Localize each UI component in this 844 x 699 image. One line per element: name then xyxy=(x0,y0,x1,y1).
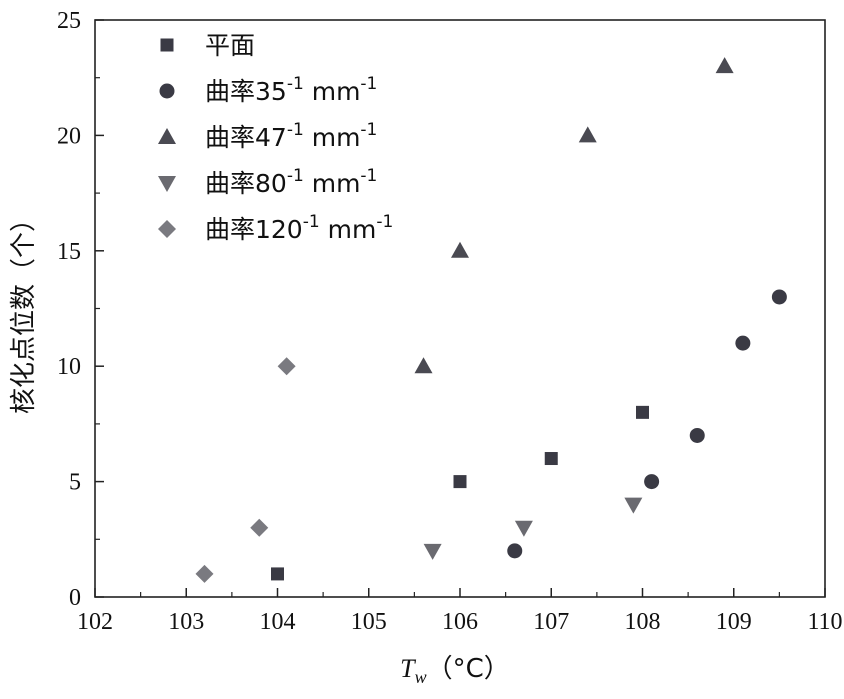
data-point xyxy=(689,427,705,443)
data-point xyxy=(423,543,442,560)
data-point xyxy=(514,520,533,537)
y-tick-label: 25 xyxy=(57,8,81,34)
data-point xyxy=(578,126,597,143)
y-axis-title: 核化点位数（个） xyxy=(9,206,39,414)
legend-marker xyxy=(158,220,176,238)
y-tick-label: 5 xyxy=(69,470,81,496)
plot-border xyxy=(94,19,826,598)
data-point xyxy=(544,452,558,466)
legend-marker xyxy=(159,83,175,99)
x-axis-title-subscript: w xyxy=(415,667,427,687)
y-tick-label: 10 xyxy=(57,354,81,380)
data-point xyxy=(453,475,467,489)
x-tick-label: 110 xyxy=(807,609,842,635)
series-3 xyxy=(423,497,643,560)
x-tick-label: 107 xyxy=(533,609,569,635)
legend-label: 曲率80-1 mm-1 xyxy=(205,166,377,198)
legend-label: 曲率35-1 mm-1 xyxy=(205,74,377,106)
legend-marker xyxy=(158,176,176,192)
data-point xyxy=(195,564,214,583)
series-2 xyxy=(414,57,734,374)
y-axis: 0 5 10 15 20 25 xyxy=(57,8,104,611)
x-axis-title-symbol: T xyxy=(400,654,416,683)
x-tick-label: 104 xyxy=(260,609,296,635)
x-tick-label: 106 xyxy=(442,609,478,635)
y-tick-label: 15 xyxy=(57,239,81,265)
x-axis: 102 103 104 105 106 107 108 109 110 xyxy=(77,588,843,635)
data-point xyxy=(636,405,649,419)
data-point xyxy=(271,567,284,581)
data-point xyxy=(451,241,469,258)
y-tick-label: 0 xyxy=(69,585,81,611)
legend-label: 曲率120-1 mm-1 xyxy=(205,212,393,244)
data-point xyxy=(771,289,787,305)
data-point xyxy=(644,474,660,490)
data-point xyxy=(277,357,296,376)
data-point xyxy=(624,497,643,514)
data-point xyxy=(250,518,269,537)
series-1 xyxy=(507,289,787,559)
x-tick-label: 102 xyxy=(77,609,113,635)
x-axis-title-unit: （°C） xyxy=(427,654,510,684)
x-tick-label: 108 xyxy=(625,609,661,635)
data-points xyxy=(195,57,787,583)
y-tick-label: 20 xyxy=(57,123,81,149)
data-point xyxy=(735,335,751,351)
x-tick-label: 103 xyxy=(168,609,204,635)
data-point xyxy=(414,357,433,374)
x-axis-title: Tw（°C） xyxy=(400,654,510,687)
data-point xyxy=(715,57,734,74)
legend-label: 平面 xyxy=(205,31,255,60)
x-tick-label: 105 xyxy=(351,609,387,635)
legend-label: 曲率47-1 mm-1 xyxy=(205,120,377,152)
legend-marker xyxy=(160,38,174,52)
plot-frame xyxy=(94,19,826,598)
series-4 xyxy=(195,357,296,583)
x-tick-label: 109 xyxy=(716,609,752,635)
legend-marker xyxy=(158,128,176,144)
data-point xyxy=(507,543,523,559)
series-0 xyxy=(271,405,649,581)
